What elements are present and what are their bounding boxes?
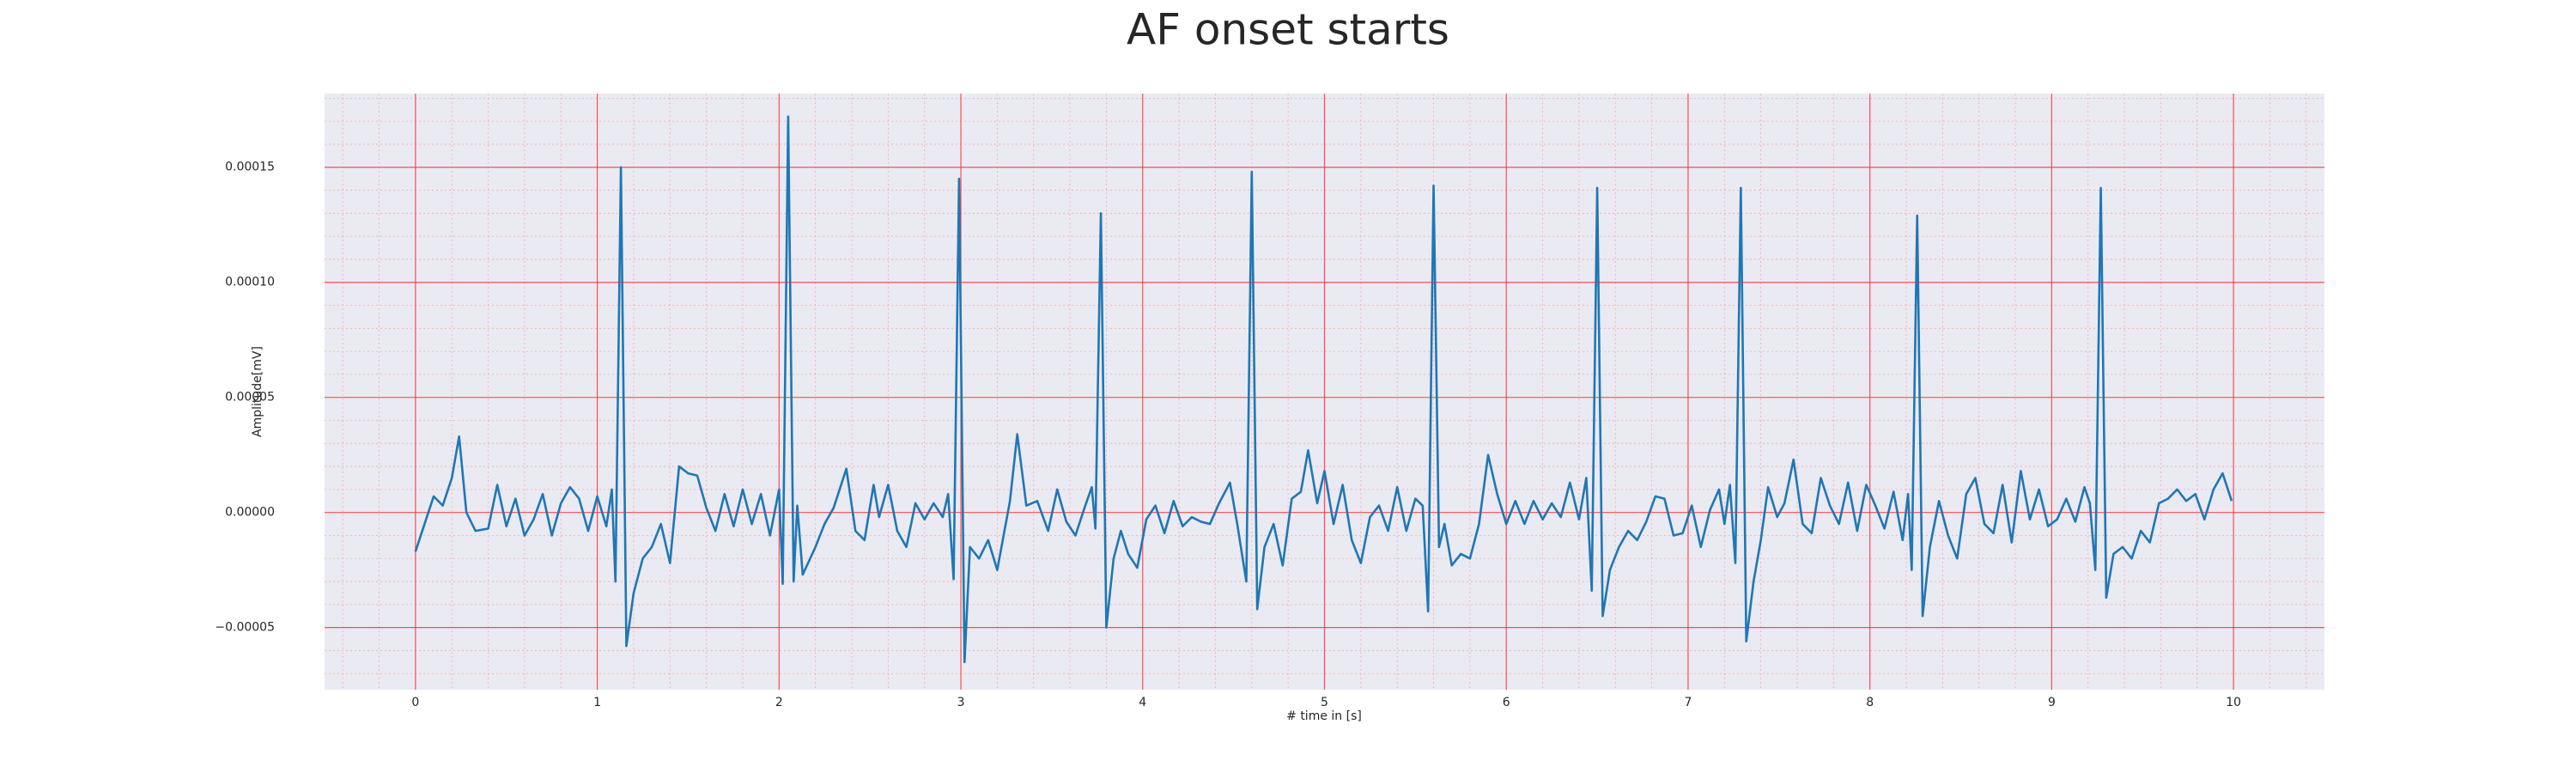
x-tick-label: 0: [411, 696, 419, 709]
x-tick-label: 7: [1684, 696, 1692, 709]
x-tick-label: 8: [1866, 696, 1874, 709]
x-tick-label: 3: [957, 696, 965, 709]
x-tick-label: 1: [593, 696, 601, 709]
x-tick-label: 6: [1503, 696, 1510, 709]
x-tick-label: 4: [1139, 696, 1146, 709]
x-tick-label: 2: [775, 696, 783, 709]
marks: [414, 115, 2233, 664]
y-tick-label: −0.00005: [215, 621, 275, 635]
x-tick-label: 5: [1321, 696, 1328, 709]
x-axis-label: # time in [s]: [1286, 709, 1362, 723]
chart-title: AF onset starts: [1127, 5, 1449, 55]
y-axis-label: Amplitude[mV]: [251, 346, 264, 437]
y-tick-label: 0.00015: [225, 161, 275, 174]
y-tick-label: 0.00010: [225, 276, 275, 289]
y-tick-label: 0.00005: [225, 391, 275, 405]
y-tick-label: 0.00000: [225, 506, 275, 520]
x-tick-label: 9: [2048, 696, 2056, 709]
x-tick-label: 10: [2226, 696, 2241, 709]
ecg-line: [414, 115, 2233, 664]
grid: [325, 94, 2324, 690]
